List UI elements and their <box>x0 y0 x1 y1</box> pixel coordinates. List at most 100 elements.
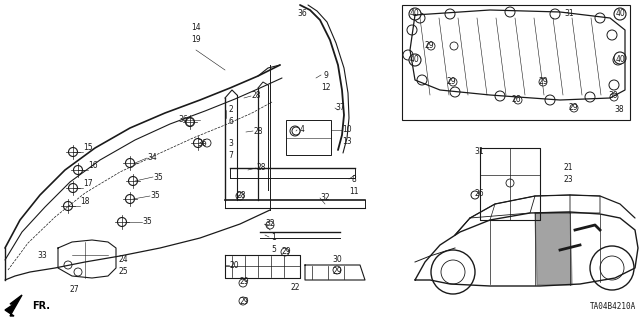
Text: 19: 19 <box>191 35 201 44</box>
Text: 13: 13 <box>342 137 352 146</box>
Circle shape <box>193 138 202 147</box>
Text: 29: 29 <box>239 296 249 306</box>
Circle shape <box>415 13 425 23</box>
Circle shape <box>614 8 626 20</box>
Text: 7: 7 <box>228 151 234 160</box>
Circle shape <box>118 218 127 226</box>
Circle shape <box>505 7 515 17</box>
Text: 26: 26 <box>511 95 521 105</box>
Text: 5: 5 <box>271 244 276 254</box>
Text: 11: 11 <box>349 187 359 196</box>
Circle shape <box>539 78 547 86</box>
Circle shape <box>239 279 247 287</box>
Text: 28: 28 <box>256 164 266 173</box>
Circle shape <box>403 50 413 60</box>
Circle shape <box>514 96 522 104</box>
Text: TA04B4210A: TA04B4210A <box>589 302 636 311</box>
Circle shape <box>186 117 195 127</box>
Text: 20: 20 <box>229 261 239 270</box>
Text: 23: 23 <box>563 175 573 184</box>
Text: 40: 40 <box>615 10 625 19</box>
Text: 15: 15 <box>83 144 93 152</box>
Circle shape <box>63 202 72 211</box>
Circle shape <box>64 261 72 269</box>
Text: 24: 24 <box>118 255 128 263</box>
Circle shape <box>74 268 82 276</box>
Circle shape <box>239 297 247 305</box>
Text: 28: 28 <box>253 127 263 136</box>
Circle shape <box>545 95 555 105</box>
Polygon shape <box>535 212 572 285</box>
Circle shape <box>129 176 138 186</box>
Text: 27: 27 <box>69 286 79 294</box>
Text: 3: 3 <box>228 138 234 147</box>
Bar <box>286 120 331 155</box>
Text: 4: 4 <box>300 125 305 135</box>
Circle shape <box>595 13 605 23</box>
Text: 37: 37 <box>335 103 345 113</box>
Text: 32: 32 <box>265 219 275 228</box>
Text: 39: 39 <box>608 92 618 100</box>
Circle shape <box>431 250 475 294</box>
Circle shape <box>450 42 458 50</box>
Text: 16: 16 <box>88 161 98 170</box>
Text: 6: 6 <box>228 117 234 127</box>
Text: 30: 30 <box>332 255 342 263</box>
Circle shape <box>600 256 624 280</box>
Text: 14: 14 <box>191 24 201 33</box>
Circle shape <box>409 8 421 20</box>
Text: 38: 38 <box>614 106 624 115</box>
Text: 2: 2 <box>228 106 234 115</box>
Text: 29: 29 <box>538 78 548 86</box>
Text: 25: 25 <box>118 266 128 276</box>
Text: 35: 35 <box>150 191 160 201</box>
Text: FR.: FR. <box>32 301 50 311</box>
Circle shape <box>68 183 77 192</box>
Circle shape <box>68 147 77 157</box>
Text: 29: 29 <box>281 248 291 256</box>
Text: 36: 36 <box>197 138 207 147</box>
Circle shape <box>74 166 83 174</box>
Circle shape <box>417 75 427 85</box>
Circle shape <box>449 78 457 86</box>
Circle shape <box>203 139 211 147</box>
Circle shape <box>125 195 134 204</box>
Text: 21: 21 <box>563 164 573 173</box>
Circle shape <box>613 55 623 65</box>
Circle shape <box>585 92 595 102</box>
Text: 18: 18 <box>80 197 90 206</box>
Circle shape <box>607 30 617 40</box>
Circle shape <box>471 191 479 199</box>
Circle shape <box>236 192 244 200</box>
Text: 33: 33 <box>37 250 47 259</box>
Circle shape <box>441 260 465 284</box>
Text: 17: 17 <box>83 180 93 189</box>
Text: 40: 40 <box>615 56 625 64</box>
Text: 9: 9 <box>324 70 328 79</box>
Circle shape <box>550 9 560 19</box>
Circle shape <box>290 126 300 136</box>
Circle shape <box>292 127 300 135</box>
Circle shape <box>266 221 274 229</box>
Text: 35: 35 <box>142 218 152 226</box>
Circle shape <box>409 54 421 66</box>
Text: 29: 29 <box>568 103 578 113</box>
Text: 40: 40 <box>410 56 420 64</box>
Text: 29: 29 <box>446 78 456 86</box>
Circle shape <box>333 266 341 274</box>
Circle shape <box>590 246 634 290</box>
Text: 40: 40 <box>410 10 420 19</box>
Circle shape <box>125 159 134 167</box>
Text: 31: 31 <box>474 147 484 157</box>
Text: 34: 34 <box>147 153 157 162</box>
Circle shape <box>495 91 505 101</box>
Circle shape <box>610 93 618 101</box>
Text: 10: 10 <box>342 125 352 135</box>
Circle shape <box>407 25 417 35</box>
Text: 22: 22 <box>291 284 300 293</box>
Text: 31: 31 <box>564 10 574 19</box>
Circle shape <box>506 179 514 187</box>
Circle shape <box>614 52 626 64</box>
Text: 8: 8 <box>351 174 356 183</box>
Text: 1: 1 <box>271 233 276 241</box>
